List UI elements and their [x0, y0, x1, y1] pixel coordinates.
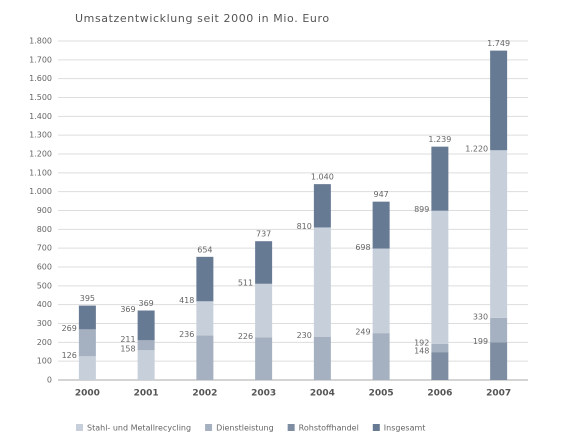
total-label: 1.040	[311, 173, 334, 182]
segment-label: 369	[120, 305, 135, 314]
total-label: 1.749	[487, 39, 510, 48]
y-tick-label: 1.300	[29, 131, 52, 140]
bar-segment	[196, 301, 214, 336]
chart-title: Umsatzentwicklung seit 2000 in Mio. Euro	[75, 12, 330, 25]
y-tick-label: 1.000	[29, 187, 52, 196]
y-tick-label: 1.600	[29, 74, 52, 83]
y-tick-label: 700	[37, 244, 52, 253]
legend-label: Rohstoffhandel	[299, 424, 359, 433]
segment-label: 158	[120, 345, 135, 354]
segment-label: 199	[473, 337, 488, 346]
bar-segment	[490, 317, 508, 343]
legend-label: Insgesamt	[384, 424, 426, 433]
legend-swatch	[287, 424, 295, 431]
total-label: 369	[138, 299, 153, 308]
bar-segment	[490, 50, 508, 151]
segment-label: 330	[473, 312, 488, 321]
y-tick-label: 600	[37, 263, 52, 272]
total-label: 654	[197, 245, 212, 254]
y-tick-label: 300	[37, 319, 52, 328]
legend-swatch	[372, 424, 380, 431]
y-tick-label: 200	[37, 338, 52, 347]
legend-label: Dienstleistung	[216, 424, 274, 433]
bar-segment	[431, 343, 449, 353]
segment-label: 226	[238, 332, 253, 341]
segment-label: 899	[414, 205, 429, 214]
bar-segment	[137, 340, 155, 351]
bar-segment	[196, 256, 214, 302]
x-tick-label: 2001	[134, 389, 159, 399]
y-tick-label: 500	[37, 281, 52, 290]
bar-segment	[313, 336, 331, 380]
bar-segment	[255, 241, 273, 284]
segment-label: 148	[414, 347, 429, 356]
legend-swatch	[205, 424, 213, 431]
segment-label: 810	[297, 222, 312, 231]
y-tick-label: 1.800	[29, 37, 52, 46]
legend-label: Stahl- und Metallrecycling	[87, 424, 191, 433]
segment-label: 211	[120, 335, 135, 344]
bar-segment	[78, 329, 96, 357]
bar-segment	[431, 352, 449, 380]
y-tick-label: 900	[37, 206, 52, 215]
bar-segment	[372, 201, 390, 249]
segment-label: 236	[179, 330, 194, 339]
x-tick-label: 2006	[427, 389, 452, 399]
segment-label: 511	[238, 278, 253, 287]
segment-label: 269	[62, 324, 77, 333]
y-tick-label: 1.100	[29, 168, 52, 177]
x-tick-label: 2005	[369, 389, 394, 399]
y-tick-label: 1.700	[29, 55, 52, 64]
bar-segment	[372, 333, 390, 380]
bar-segment	[490, 150, 508, 318]
y-tick-label: 800	[37, 225, 52, 234]
legend-swatch	[76, 424, 83, 431]
segment-label: 230	[297, 331, 312, 340]
segment-label: 249	[355, 328, 370, 337]
total-label: 947	[373, 190, 388, 199]
bar-segment	[372, 248, 390, 334]
total-label: 737	[256, 230, 271, 239]
total-label: 395	[80, 294, 95, 303]
x-tick-label: 2002	[192, 389, 217, 399]
y-tick-label: 1.400	[29, 112, 52, 121]
bar-segment	[313, 184, 331, 228]
y-tick-label: 1.500	[29, 93, 52, 102]
bar-segment	[137, 350, 155, 380]
bar-segment	[137, 310, 155, 341]
bar-segment	[255, 283, 273, 338]
bar-segment	[78, 305, 96, 330]
segment-label: 192	[414, 338, 429, 347]
x-tick-label: 2004	[310, 389, 335, 399]
bar-segment	[78, 356, 96, 380]
y-tick-label: 0	[47, 376, 52, 385]
y-tick-label: 1.200	[29, 150, 52, 159]
y-tick-label: 100	[37, 357, 52, 366]
x-tick-label: 2003	[251, 389, 276, 399]
x-tick-label: 2000	[75, 389, 100, 399]
bar-segment	[313, 227, 331, 337]
bar-segment	[196, 335, 214, 380]
y-tick-label: 400	[37, 300, 52, 309]
bar-segment	[431, 146, 449, 211]
bar-segment	[490, 342, 508, 380]
bar-segment	[431, 210, 449, 344]
bar-segment	[255, 337, 273, 380]
segment-label: 698	[355, 243, 370, 252]
total-label: 1.239	[428, 135, 451, 144]
segment-label: 126	[62, 351, 77, 360]
segment-label: 1.220	[465, 145, 488, 154]
x-tick-label: 2007	[486, 389, 511, 399]
segment-label: 418	[179, 296, 194, 305]
